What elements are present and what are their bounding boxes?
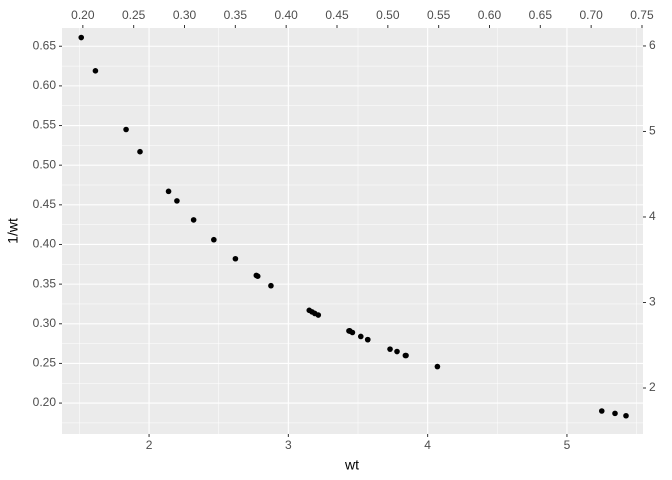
point	[346, 328, 352, 334]
y2-tick-label: 2	[649, 380, 656, 394]
point	[364, 336, 371, 343]
y-tick-label: 0.35	[33, 276, 57, 290]
x-axis-title: wt	[344, 457, 359, 473]
x2-tick-label: 0.55	[427, 8, 451, 22]
y-axis-title: 1/wt	[5, 218, 21, 244]
y-tick-label: 0.40	[33, 237, 57, 251]
x2-tick-label: 0.75	[630, 8, 654, 22]
y2-tick-label: 3	[649, 295, 656, 309]
point	[387, 346, 393, 352]
x-tick-label: 4	[424, 438, 431, 452]
point	[598, 408, 605, 414]
y-tick-label: 0.60	[33, 78, 57, 92]
y-tick-label: 0.20	[33, 395, 57, 409]
x-tick-label: 3	[285, 438, 292, 452]
point	[309, 309, 315, 315]
x2-tick-label: 0.40	[274, 8, 298, 22]
point	[357, 333, 364, 340]
y-tick-label: 0.25	[33, 356, 57, 370]
y-tick-label: 0.65	[33, 38, 57, 52]
point	[165, 188, 172, 195]
y2-tick-label: 5	[649, 124, 656, 138]
x2-tick-label: 0.70	[579, 8, 603, 22]
y-tick-label: 0.55	[33, 118, 57, 132]
y-tick-label: 0.30	[33, 316, 57, 330]
x-tick-label: 5	[564, 438, 571, 452]
point	[254, 273, 261, 279]
point	[403, 352, 409, 359]
x2-tick-label: 0.65	[529, 8, 553, 22]
point	[394, 348, 400, 355]
y-tick-label: 0.45	[33, 197, 57, 211]
point	[123, 126, 129, 133]
point	[190, 217, 197, 223]
point	[612, 410, 618, 417]
point	[232, 255, 239, 262]
x2-tick-label: 0.30	[173, 8, 197, 22]
x2-tick-label: 0.50	[376, 8, 400, 22]
point	[137, 148, 143, 155]
x2-tick-label: 0.20	[71, 8, 95, 22]
point	[211, 236, 217, 243]
point	[268, 282, 274, 289]
point	[174, 198, 180, 204]
x2-tick-label: 0.45	[325, 8, 349, 22]
point	[434, 363, 441, 370]
y2-tick-label: 4	[649, 209, 656, 223]
x2-tick-label: 0.60	[478, 8, 502, 22]
x2-tick-label: 0.35	[224, 8, 248, 22]
y-tick-label: 0.50	[33, 157, 57, 171]
x-tick-label: 2	[146, 438, 153, 452]
point	[623, 412, 629, 419]
x2-tick-label: 0.25	[122, 8, 146, 22]
point	[78, 34, 85, 41]
panel	[62, 28, 643, 434]
point	[92, 68, 99, 74]
y2-tick-label: 6	[649, 38, 656, 52]
